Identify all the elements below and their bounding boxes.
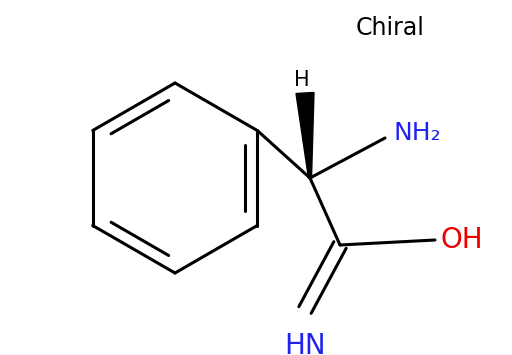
- Text: NH₂: NH₂: [393, 121, 441, 145]
- Text: Chiral: Chiral: [355, 16, 424, 40]
- Text: HN: HN: [284, 332, 326, 355]
- Text: H: H: [294, 70, 310, 90]
- Polygon shape: [296, 92, 314, 178]
- Text: OH: OH: [440, 226, 483, 254]
